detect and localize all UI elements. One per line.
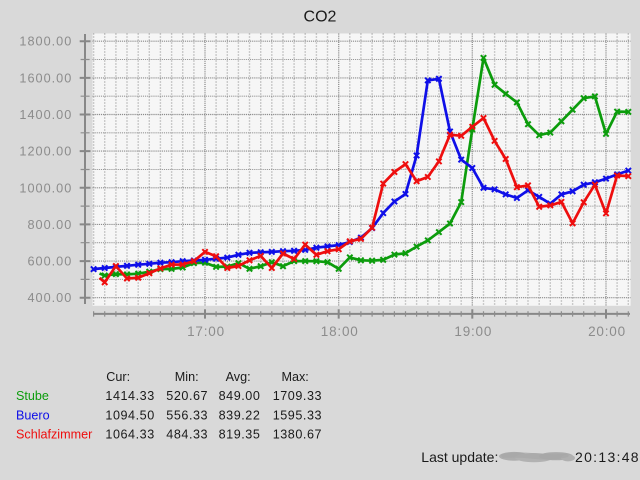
svg-text:1094.50: 1094.50 [105, 408, 154, 422]
svg-text:18:00: 18:00 [321, 324, 359, 339]
svg-text:1414.33: 1414.33 [105, 389, 154, 403]
svg-text:Schlafzimmer: Schlafzimmer [16, 428, 92, 442]
svg-text:1380.67: 1380.67 [273, 428, 322, 442]
svg-text:1709.33: 1709.33 [273, 389, 322, 403]
svg-text:19:00: 19:00 [454, 324, 492, 339]
svg-text:Avg:: Avg: [226, 370, 251, 384]
svg-text:Stube: Stube [16, 389, 49, 403]
svg-text:600.00: 600.00 [27, 255, 72, 269]
svg-text:819.35: 819.35 [219, 428, 261, 442]
svg-text:1064.33: 1064.33 [105, 428, 154, 442]
svg-text:1400.00: 1400.00 [19, 108, 72, 122]
svg-text:849.00: 849.00 [219, 389, 261, 403]
svg-text:CO2: CO2 [304, 9, 337, 26]
svg-text:Buero: Buero [16, 408, 50, 422]
svg-text:Max:: Max: [282, 370, 309, 384]
svg-text:1800.00: 1800.00 [19, 35, 72, 49]
svg-text:20:13:48: 20:13:48 [575, 449, 640, 465]
svg-text:484.33: 484.33 [166, 428, 208, 442]
svg-text:556.33: 556.33 [166, 408, 208, 422]
svg-text:17:00: 17:00 [187, 324, 225, 339]
svg-text:Min:: Min: [175, 370, 199, 384]
svg-text:20:00: 20:00 [588, 324, 626, 339]
svg-text:Last update:: Last update: [421, 449, 498, 465]
svg-text:1600.00: 1600.00 [19, 71, 72, 85]
svg-text:1000.00: 1000.00 [19, 181, 72, 195]
svg-text:400.00: 400.00 [27, 291, 72, 305]
svg-text:1595.33: 1595.33 [273, 408, 322, 422]
svg-text:1200.00: 1200.00 [19, 145, 72, 159]
svg-text:Cur:: Cur: [106, 370, 130, 384]
svg-text:800.00: 800.00 [27, 218, 72, 232]
svg-text:839.22: 839.22 [219, 408, 261, 422]
svg-text:520.67: 520.67 [166, 389, 208, 403]
